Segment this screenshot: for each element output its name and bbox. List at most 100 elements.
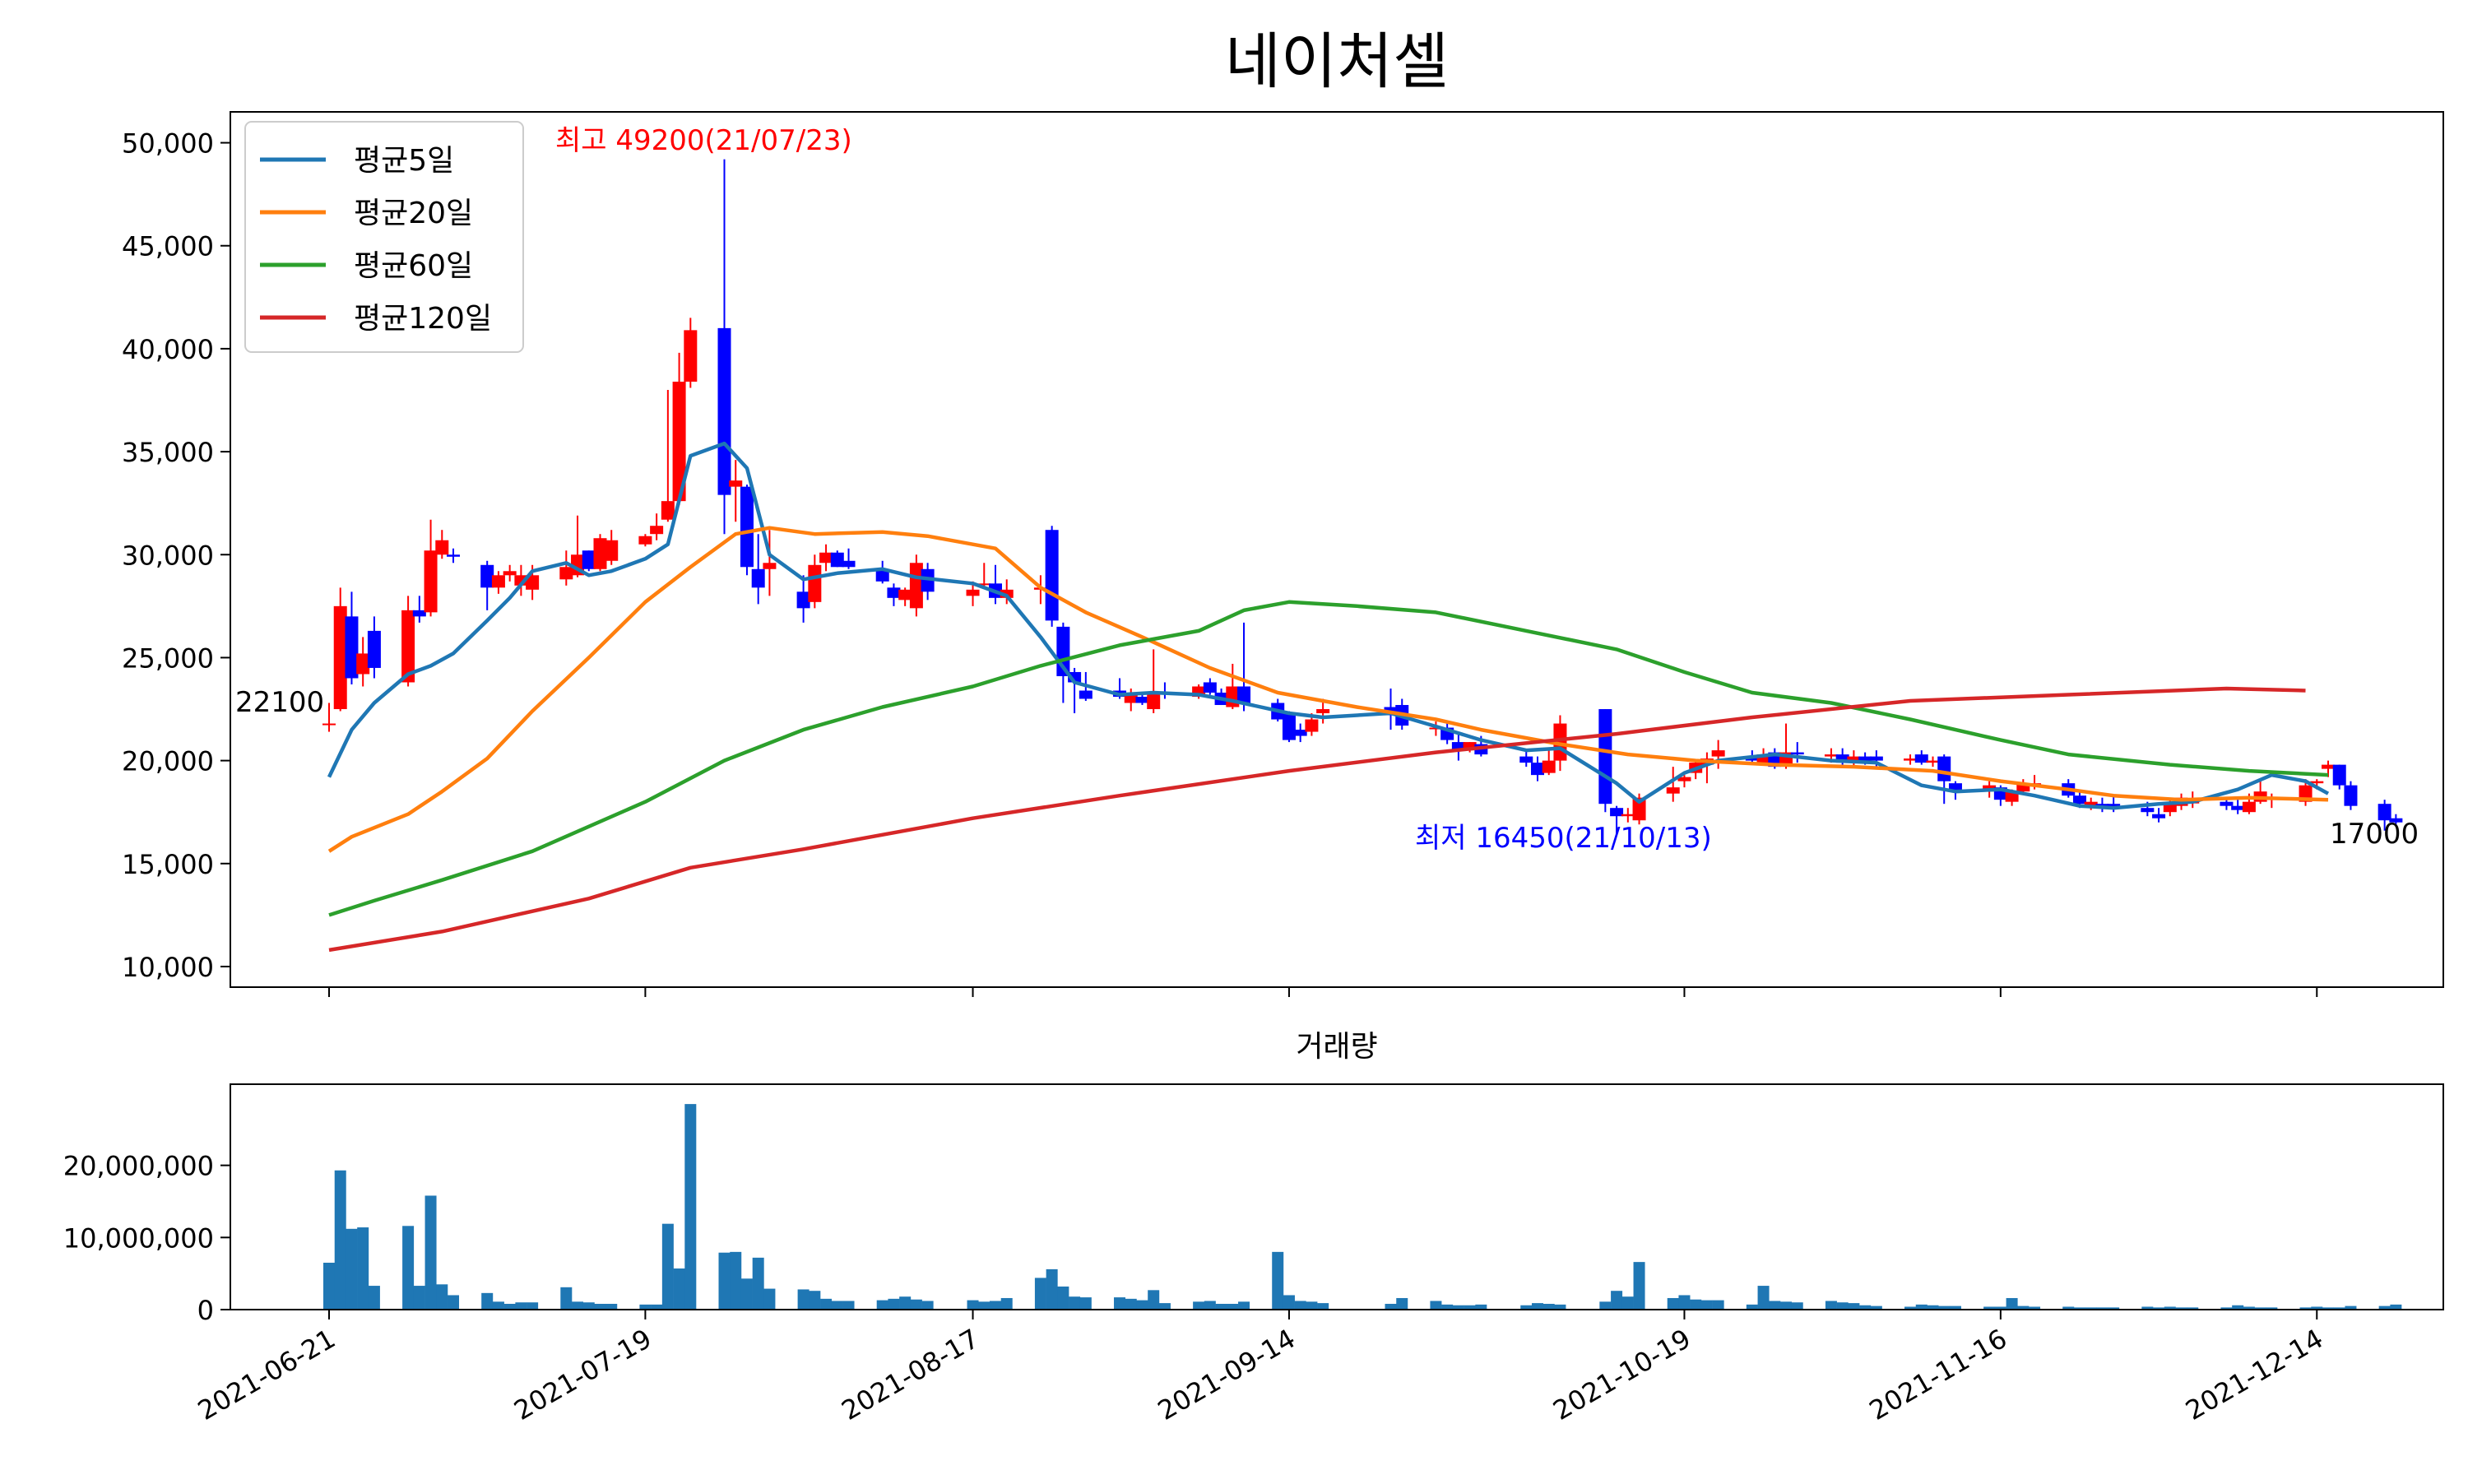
candle-63 <box>1316 698 1330 724</box>
y-tick-label-2: 20,000 <box>122 746 214 777</box>
candle-body <box>1756 754 1770 763</box>
candle-110 <box>2152 808 2166 823</box>
volume-bar-26 <box>730 1251 742 1310</box>
candle-body <box>2332 764 2346 786</box>
legend-label: 평균5일 <box>354 144 454 178</box>
volume-bar-88 <box>1791 1302 1803 1310</box>
volume-bar-55 <box>1204 1301 1216 1310</box>
candle-7 <box>424 519 438 617</box>
candle-body <box>977 583 991 586</box>
candle-34 <box>842 548 856 569</box>
high-annotation: 최고 49200(21/07/23) <box>555 124 852 157</box>
volume-bar-123 <box>2345 1305 2357 1310</box>
volume-bar-53 <box>1158 1303 1171 1310</box>
candle-body <box>2005 791 2019 802</box>
candle-body <box>424 550 438 613</box>
volume-bar-93 <box>1870 1305 1882 1310</box>
candle-body <box>1147 692 1161 710</box>
volume-bar-79 <box>1667 1297 1679 1310</box>
candle-61 <box>1293 723 1307 743</box>
candle-body <box>2231 805 2245 810</box>
volume-bar-39 <box>921 1301 934 1310</box>
volume-bar-112 <box>2175 1307 2187 1310</box>
volume-plot-marks <box>323 1104 2402 1310</box>
candle-body <box>1926 760 1940 763</box>
candle-29 <box>763 530 777 596</box>
candle-88 <box>1790 742 1804 763</box>
candle-body <box>898 589 912 601</box>
volume-bar-99 <box>1983 1306 1996 1310</box>
series-line-3 <box>328 686 2306 953</box>
candle-0 <box>322 703 336 732</box>
candle-78 <box>1632 793 1646 825</box>
candle-10 <box>480 560 494 610</box>
candle-body <box>1451 742 1465 751</box>
candle-body <box>1519 756 1533 763</box>
volume-bar-18 <box>594 1303 606 1310</box>
candle-22 <box>661 389 675 522</box>
candle-17 <box>582 550 596 572</box>
volume-bar-101 <box>2006 1297 2018 1310</box>
candle-83 <box>1711 740 1725 769</box>
volume-bar-24 <box>684 1104 697 1310</box>
candle-body <box>2072 795 2086 805</box>
volume-bar-119 <box>2299 1307 2312 1310</box>
y-tick-label-7: 45,000 <box>122 231 214 262</box>
volume-bar-85 <box>1757 1286 1770 1310</box>
y-tick-label-0: 10,000 <box>122 952 214 983</box>
candle-38 <box>909 554 923 617</box>
volume-bar-65 <box>1396 1297 1408 1310</box>
volume-bar-72 <box>1531 1303 1543 1310</box>
candle-66 <box>1429 721 1443 736</box>
volume-bar-10 <box>481 1292 494 1310</box>
volume-bar-20 <box>639 1304 652 1310</box>
volume-bar-37 <box>899 1296 912 1310</box>
candle-body <box>333 605 347 710</box>
volume-bar-60 <box>1283 1295 1295 1310</box>
volume-bar-98 <box>1949 1305 1961 1310</box>
candle-body <box>447 554 461 557</box>
candle-body <box>2389 818 2403 823</box>
volume-bar-122 <box>2333 1307 2345 1310</box>
candle-125 <box>2389 814 2403 825</box>
candle-6 <box>412 596 426 623</box>
candle-body <box>1305 719 1319 732</box>
candle-body <box>2095 804 2109 806</box>
candle-body <box>1948 783 1962 792</box>
candle-68 <box>1451 734 1465 761</box>
volume-bar-8 <box>436 1284 448 1310</box>
candle-body <box>1079 690 1093 699</box>
volume-bar-87 <box>1780 1301 1793 1310</box>
candle-body <box>1429 727 1443 730</box>
candle-body <box>650 526 664 535</box>
candle-body <box>2141 808 2155 813</box>
candle-body <box>1677 777 1691 781</box>
volume-bar-84 <box>1746 1304 1758 1310</box>
volume-bar-58 <box>1238 1301 1250 1310</box>
volume-bar-97 <box>1938 1305 1951 1310</box>
volume-bar-31 <box>809 1291 821 1310</box>
volume-bar-12 <box>503 1303 516 1310</box>
low-annotation: 최저 16450(21/10/13) <box>1415 822 1712 855</box>
volume-bar-9 <box>448 1295 460 1310</box>
volume-bar-62 <box>1306 1301 1318 1310</box>
volume-bar-92 <box>1859 1305 1872 1310</box>
volume-bar-61 <box>1294 1301 1306 1310</box>
candle-93 <box>1869 750 1883 769</box>
candle-95 <box>1914 750 1928 765</box>
legend-label: 평균20일 <box>354 197 473 230</box>
chart-title: 네이처셀 <box>1225 26 1449 97</box>
candle-body <box>1542 760 1556 773</box>
candle-123 <box>2344 781 2358 810</box>
candle-body <box>1135 697 1149 703</box>
volume-bar-14 <box>527 1302 539 1310</box>
candle-body <box>367 630 381 668</box>
volume-bar-33 <box>831 1301 843 1310</box>
volume-bar-67 <box>1441 1304 1454 1310</box>
candle-body <box>2152 814 2166 819</box>
candle-12 <box>503 564 517 582</box>
candle-body <box>842 560 856 568</box>
price-plot-axes: 10,000 15,000 20,000 25,000 30,000 35,000 40,0… <box>122 128 2318 997</box>
candle-body <box>1045 530 1059 621</box>
